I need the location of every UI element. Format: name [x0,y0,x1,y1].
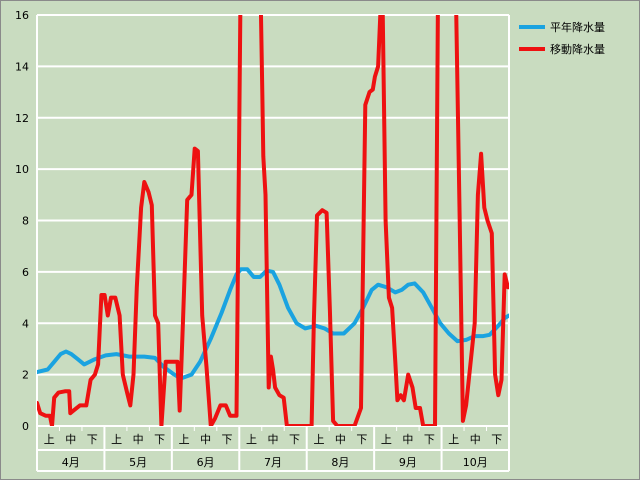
x-tick-label-period-19: 中 [470,433,481,446]
x-tick-label-period-6: 上 [179,433,190,446]
y-tick-label-16: 16 [15,9,29,22]
x-tick-label-period-1: 中 [65,433,76,446]
y-tick-label-8: 8 [22,215,29,228]
x-tick-label-month-0: 4月 [62,456,80,469]
x-tick-label-period-8: 下 [222,433,233,446]
y-tick-label-0: 0 [22,420,29,433]
x-tick-label-month-6: 10月 [463,456,488,469]
x-tick-label-month-5: 9月 [399,456,417,469]
x-tick-label-period-0: 上 [44,433,55,446]
x-tick-label-period-4: 中 [133,433,144,446]
x-tick-label-period-14: 下 [356,433,367,446]
x-tick-label-period-10: 中 [268,433,279,446]
y-tick-label-6: 6 [22,266,29,279]
y-tick-label-14: 14 [15,60,29,73]
x-tick-label-period-20: 下 [491,433,502,446]
x-tick-label-month-1: 5月 [129,456,147,469]
x-tick-label-period-12: 上 [313,433,324,446]
x-tick-label-month-2: 6月 [197,456,215,469]
x-tick-label-period-2: 下 [87,433,98,446]
series-lines [37,15,509,426]
x-tick-label-period-13: 中 [335,433,346,446]
x-tick-label-period-15: 上 [381,433,392,446]
x-tick-label-period-3: 上 [111,433,122,446]
x-tick-label-period-17: 下 [424,433,435,446]
y-tick-label-2: 2 [22,369,29,382]
y-tick-label-10: 10 [15,163,29,176]
y-tick-label-4: 4 [22,317,29,330]
x-tick-label-period-18: 上 [448,433,459,446]
y-axis-tick-labels: 0 2 4 6 8 10 12 14 16 [15,9,29,433]
x-tick-label-period-16: 中 [402,433,413,446]
y-tick-label-12: 12 [15,112,29,125]
x-tick-label-period-11: 下 [289,433,300,446]
x-tick-label-period-5: 下 [154,433,165,446]
x-tick-label-period-9: 上 [246,433,257,446]
legend-label-0: 平年降水量 [550,20,605,34]
x-tick-label-month-3: 7月 [264,456,282,469]
x-tick-label-period-7: 中 [200,433,211,446]
series-line-1 [37,15,509,426]
legend-label-1: 移動降水量 [550,42,605,56]
x-tick-label-month-4: 8月 [331,456,349,469]
x-axis: 上中下4月上中下5月上中下6月上中下7月上中下8月上中下9月上中下10月 [36,425,510,472]
series-line-0 [37,267,509,381]
